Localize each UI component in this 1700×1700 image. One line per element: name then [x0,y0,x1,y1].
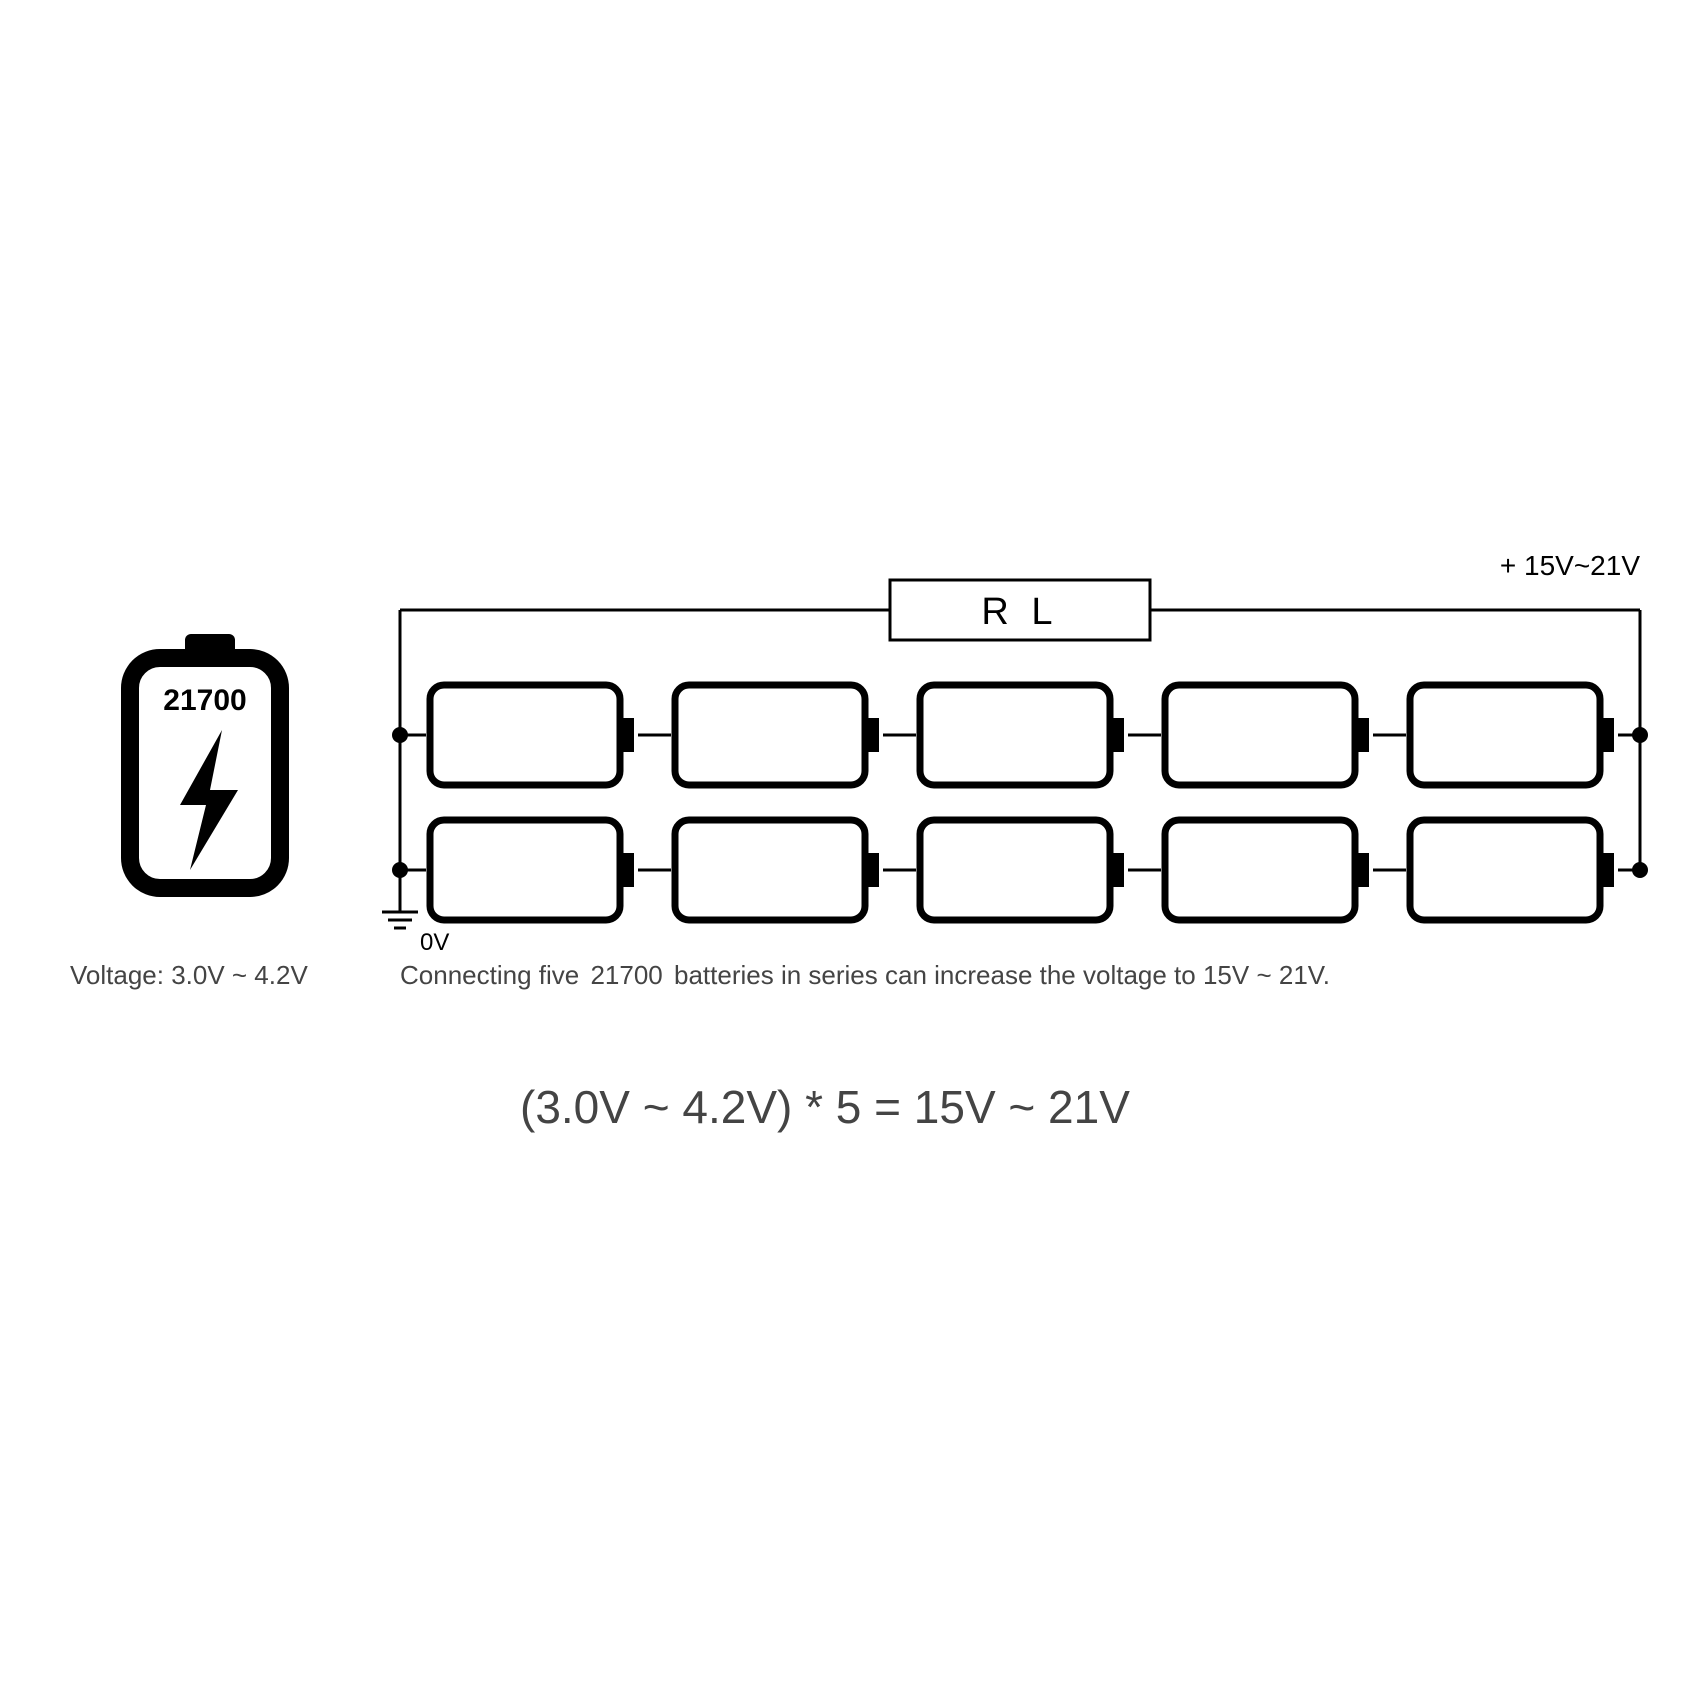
ground-label: 0V [420,929,449,956]
node [392,727,408,743]
battery-cell [675,820,865,920]
battery-cell-terminal [620,718,634,752]
node [1632,862,1648,878]
battery-cell [1410,820,1600,920]
battery-cell [1410,685,1600,785]
series-caption-mid: 21700 [590,960,662,990]
circuit-diagram: R L + 15V~21V 0V [0,0,1700,1700]
battery-cell [430,820,620,920]
battery-cell-terminal [1355,853,1369,887]
battery-cell-terminal [1110,853,1124,887]
node [1632,727,1648,743]
battery-cell-terminal [865,853,879,887]
cells-group [426,681,1618,924]
battery-cell-terminal [1110,718,1124,752]
load-resistor-label: R L [981,591,1058,633]
battery-cell [1165,685,1355,785]
battery-cell-terminal [1355,718,1369,752]
battery-cell-terminal [1600,718,1614,752]
vout-label: + 15V~21V [1500,550,1640,581]
battery-cell [920,685,1110,785]
battery-cell-terminal [620,853,634,887]
series-caption: Connecting five 21700 batteries in serie… [400,960,1330,991]
node [392,862,408,878]
battery-cell-terminal [1600,853,1614,887]
series-caption-prefix: Connecting five [400,960,586,990]
battery-cell-terminal [865,718,879,752]
battery-cell [1165,820,1355,920]
equation: (3.0V ~ 4.2V) * 5 = 15V ~ 21V [520,1080,1130,1134]
diagram-canvas: 21700 Voltage: 3.0V ~ 4.2V R L + 15V~21V… [0,0,1700,1700]
battery-cell [430,685,620,785]
battery-cell [675,685,865,785]
series-caption-suffix: batteries in series can increase the vol… [674,960,1330,990]
battery-cell [920,820,1110,920]
